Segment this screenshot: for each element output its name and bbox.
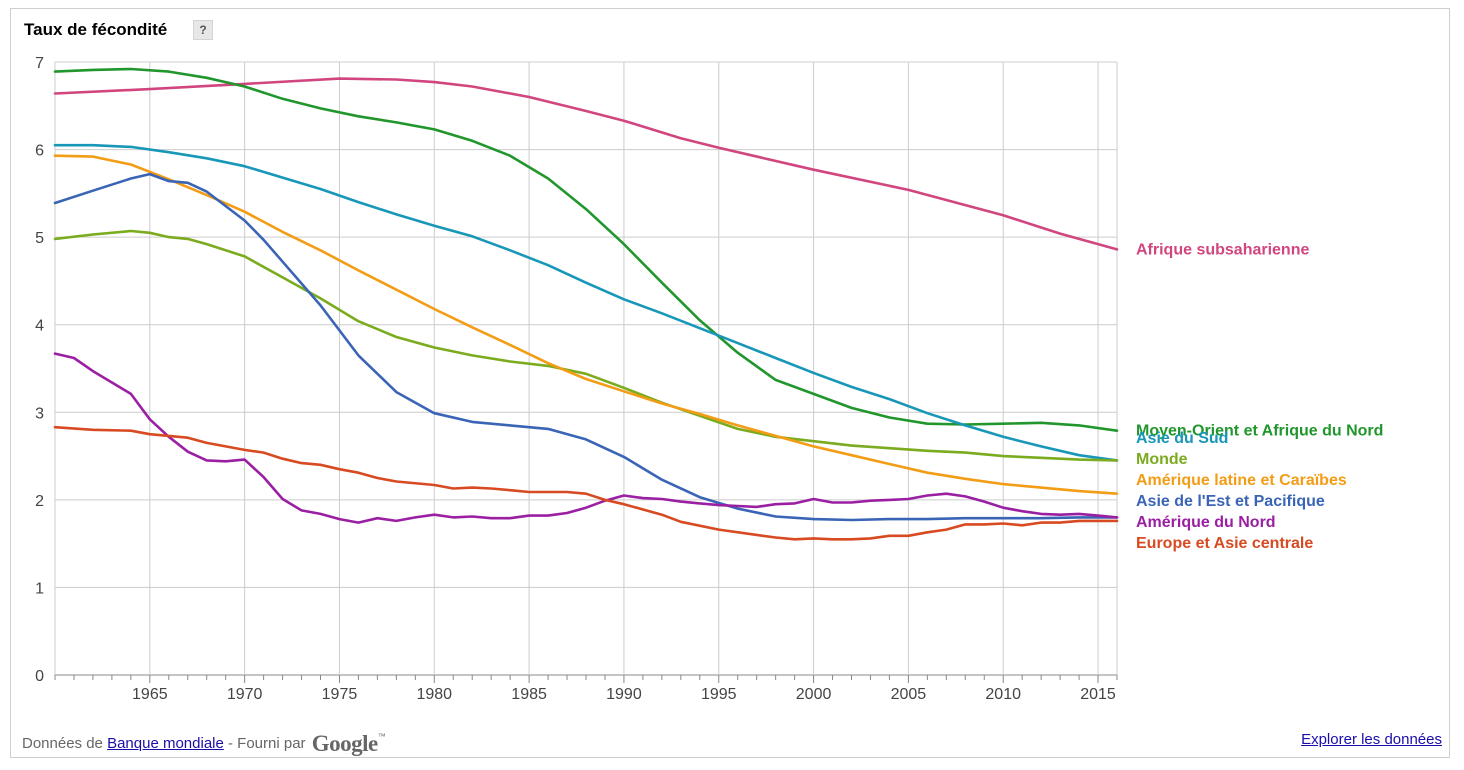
y-tick-label: 6: [35, 143, 44, 160]
y-tick-label: 4: [35, 318, 44, 335]
series-line[interactable]: [53, 67, 1119, 432]
footer-source: Données de Banque mondiale - Fourni par …: [22, 731, 386, 757]
explore-data-link[interactable]: Explorer les données: [1301, 731, 1442, 748]
google-logo-text: Google: [311, 731, 379, 756]
series-line[interactable]: [53, 229, 1119, 462]
google-logo: Google™: [312, 731, 386, 756]
x-tick-label: 1970: [227, 686, 263, 703]
legend-label: Asie du Sud: [1136, 430, 1228, 447]
help-button[interactable]: ?: [193, 20, 213, 40]
legend: Afrique subsaharienne Moyen-Orient et Afr…: [1136, 241, 1383, 552]
series-line[interactable]: [53, 154, 1119, 495]
chart-panel: [10, 8, 1450, 758]
x-tick-label: 2010: [985, 686, 1021, 703]
legend-label: Asie de l'Est et Pacifique: [1136, 493, 1325, 510]
x-tick-label: 1965: [132, 686, 168, 703]
legend-label: Amérique du Nord: [1136, 514, 1276, 531]
series-line[interactable]: [53, 77, 1119, 251]
x-tick-label: 1990: [606, 686, 642, 703]
legend-label: Europe et Asie centrale: [1136, 535, 1313, 552]
legend-label: Monde: [1136, 451, 1188, 468]
x-tick-label: 1975: [322, 686, 358, 703]
x-tick-label: 1985: [511, 686, 547, 703]
series-lines: [53, 67, 1119, 541]
grid: [54, 61, 1118, 676]
x-tick-label: 1980: [416, 686, 452, 703]
series-line[interactable]: [53, 143, 1119, 462]
legend-label: Moyen-Orient et Afrique du Nord: [1136, 423, 1383, 440]
y-tick-label: 7: [35, 55, 44, 72]
provided-by-text: - Fourni par: [228, 735, 306, 752]
data-prefix-text: Données de: [22, 735, 103, 752]
x-tick-label: 2015: [1080, 686, 1116, 703]
series-line[interactable]: [53, 172, 1119, 522]
y-tick-label: 2: [35, 493, 44, 510]
legend-label: Amérique latine et Caraïbes: [1136, 472, 1347, 489]
x-tick-label: 2000: [796, 686, 832, 703]
google-logo-tm: ™: [377, 732, 386, 741]
axes: 0 1 2 3 4 5 6 7 1965 1970 1975 1980 1985 1990 1995 2000…: [35, 55, 1118, 703]
x-tick-label: 2005: [891, 686, 927, 703]
y-tick-label: 5: [35, 230, 44, 247]
y-tick-label: 0: [35, 668, 44, 685]
series-line[interactable]: [53, 425, 1119, 541]
source-link[interactable]: Banque mondiale: [107, 735, 224, 752]
y-tick-label: 1: [35, 580, 44, 597]
x-tick-label: 1995: [701, 686, 737, 703]
series-line[interactable]: [53, 352, 1119, 524]
chart-title: Taux de fécondité: [24, 20, 168, 39]
legend-label: Afrique subsaharienne: [1136, 241, 1309, 258]
y-tick-label: 3: [35, 405, 44, 422]
